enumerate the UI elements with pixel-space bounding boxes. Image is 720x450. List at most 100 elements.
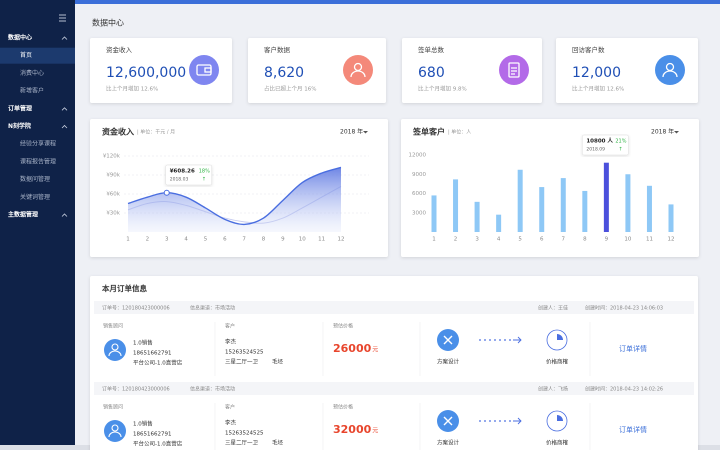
stat-icon-glyph [508, 62, 520, 78]
tooltip [582, 134, 629, 156]
customer-info: 毛坯 [272, 358, 284, 366]
menu-group[interactable]: N刻学院 [8, 122, 31, 130]
tooltip-trend: ↑ [202, 177, 206, 183]
x-tick-label: 8 [583, 237, 587, 243]
chart-subtitle: | 单位：人 [448, 129, 471, 136]
bar [582, 190, 588, 232]
y-tick-label: 9000 [412, 172, 426, 178]
y-tick-label: 6000 [412, 191, 426, 197]
x-tick-label: 11 [318, 237, 325, 243]
customer-info: 李杰 [225, 338, 237, 346]
chevron [61, 213, 68, 217]
bar [625, 174, 631, 232]
column-heading: 客户 [225, 404, 235, 411]
bar [474, 201, 480, 232]
avatar-glyph [111, 424, 119, 432]
stat-icon-glyph [350, 62, 366, 78]
stat-value: 12,000 [572, 65, 621, 81]
column-heading: 客户 [225, 323, 235, 330]
step-glyph [557, 415, 563, 421]
menu-group[interactable]: 数据中心 [8, 34, 32, 42]
tooltip-value: 10800 人 [586, 137, 613, 145]
menu-item[interactable]: 首页 [20, 51, 32, 59]
bar [517, 169, 523, 232]
advisor-info: 18651662791 [133, 351, 172, 357]
glyph [511, 67, 517, 75]
price: 32000 [333, 423, 372, 436]
menu-item[interactable]: 数据问管理 [20, 175, 50, 183]
x-tick-label: 5 [204, 237, 208, 243]
stat-note: 占比已超上个月 16% [264, 85, 316, 93]
stat-value: 8,620 [264, 65, 304, 81]
x-tick-label: 9 [605, 237, 609, 243]
dot [489, 339, 491, 341]
order-detail-link[interactable]: 订单详情 [619, 425, 647, 434]
menu-item[interactable]: 新增客户 [20, 87, 44, 95]
x-tick-label: 6 [540, 237, 544, 243]
bar [431, 195, 437, 232]
stat-icon [499, 55, 529, 85]
year-selector[interactable]: 2018 年 [651, 128, 674, 136]
column-heading: 销售顾问 [103, 404, 123, 411]
menu-toggle[interactable] [59, 14, 66, 22]
order-header [94, 301, 694, 314]
tooltip-date: 2018.09 [586, 147, 605, 153]
advisor-info: 1.0销售 [133, 420, 153, 428]
dot [509, 420, 511, 422]
dot [479, 339, 481, 341]
menu-group[interactable]: 订单管理 [8, 104, 32, 112]
x-tick-label: 9 [281, 237, 285, 243]
menu-item[interactable]: 经验分享课程 [20, 140, 56, 148]
chart-title: 签单客户 [412, 127, 445, 137]
x-tick-label: 8 [262, 237, 266, 243]
x-tick-label: 2 [146, 237, 150, 243]
bar [453, 179, 459, 232]
bar [496, 214, 502, 232]
order-detail-link[interactable]: 订单详情 [619, 344, 647, 353]
avatar-glyph [111, 343, 119, 351]
x-tick-label: 6 [223, 237, 227, 243]
stat-card [90, 38, 232, 103]
step-glyph [557, 334, 563, 340]
x-tick-label: 5 [518, 237, 522, 243]
order-id: 订单号：120180423000006 [102, 386, 170, 393]
advisor-info: 平台公司-1.0直营店 [133, 440, 183, 448]
menu-item[interactable]: 课程报告管理 [20, 157, 56, 165]
dropdown-caret [674, 131, 679, 134]
stat-note: 比上个月增加 12.6% [106, 85, 158, 93]
stat-icon-glyph [196, 64, 212, 76]
stat-label: 资金收入 [106, 45, 133, 54]
orders-panel [90, 276, 698, 450]
avatar-glyph [108, 350, 122, 357]
step-label: 方案设计 [437, 439, 460, 447]
menu-item[interactable]: 消费中心 [20, 69, 44, 77]
x-tick-label: 10 [299, 237, 306, 243]
order-created: 创建时间：2018-04-23 14:02:26 [585, 386, 663, 393]
tooltip-change: 21% [615, 139, 626, 145]
dropdown-caret [363, 131, 368, 134]
chart-subtitle: | 单位：千元 / 月 [137, 129, 175, 136]
x-tick-label: 11 [646, 237, 653, 243]
price-unit: 元 [372, 347, 378, 354]
bar [668, 204, 674, 232]
order-creator: 创建人：飞扬 [538, 386, 568, 393]
chevron [61, 124, 68, 129]
advisor-info: 1.0销售 [133, 339, 153, 347]
menu-item[interactable]: 关键词管理 [20, 193, 50, 201]
stat-note: 比上个月增加 12.6% [572, 85, 624, 93]
x-tick-label: 12 [668, 237, 675, 243]
year-selector[interactable]: 2018 年 [340, 128, 363, 136]
tooltip-trend: ↑ [618, 147, 622, 153]
sidebar [0, 0, 75, 445]
x-tick-label: 4 [184, 237, 188, 243]
stat-card [556, 38, 698, 103]
stat-card [402, 38, 542, 103]
bar [603, 162, 609, 232]
stat-icon-glyph [662, 62, 678, 78]
step-label: 价格商榷 [546, 358, 569, 366]
menu-group[interactable]: 主数据管理 [8, 211, 38, 219]
dot [499, 339, 501, 341]
y-tick-label: 3000 [412, 210, 426, 216]
